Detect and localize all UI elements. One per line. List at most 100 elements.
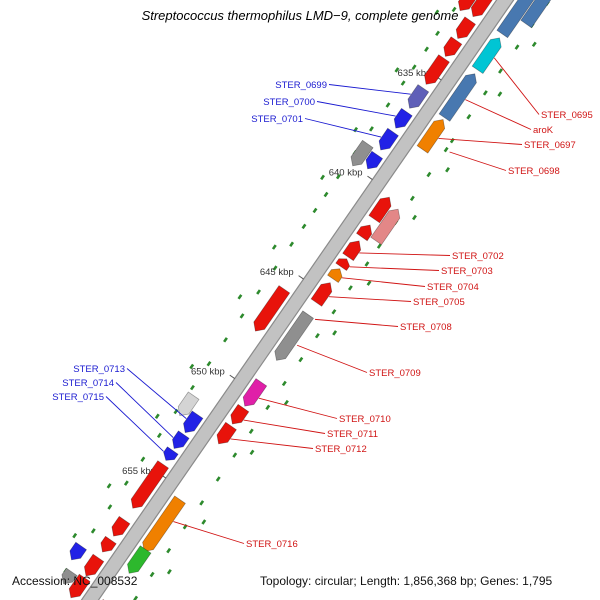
orf-mark [190,384,195,391]
orf-mark [298,356,304,363]
label-leader-line [115,382,174,438]
gene-arrow [470,0,493,18]
orf-mark [366,280,372,286]
gene-arrow [350,139,374,167]
scale-tick-label: 650 kbp [191,367,225,378]
label-leader-line [438,138,523,145]
orf-mark [106,483,112,489]
orf-mark [498,68,503,74]
orf-mark [400,80,406,86]
orf-mark [411,64,417,70]
orf-mark [283,399,289,406]
gene-STER_0697 [416,119,446,154]
label-leader-line [329,296,412,302]
orf-mark [347,285,353,291]
gene-label-STER_0702: STER_0702 [452,251,504,262]
gene-STER_0709 [274,310,314,361]
label-leader-line [449,151,507,171]
orf-mark [314,332,320,339]
label-leader-line [493,57,540,115]
gene-arrow [69,541,87,561]
label-leader-line [359,252,451,256]
orf-mark [206,360,212,367]
genome-track-edge [97,0,515,600]
scale-tick [298,275,304,280]
gene-STER_0714 [172,430,190,449]
orf-mark [289,241,295,248]
orf-mark [331,309,337,315]
gene-label-STER_0709: STER_0709 [369,368,421,379]
orf-mark [364,261,370,267]
gene-arrow [365,150,384,170]
footer-stats: Topology: circular; Length: 1,856,368 bp… [260,574,553,588]
orf-mark [376,243,382,249]
gene-label-STER_0705: STER_0705 [413,297,465,308]
gene-arrow [61,567,78,585]
gene-label-STER_0695: STER_0695 [541,110,593,121]
orf-mark [272,265,278,271]
orf-mark [443,146,449,153]
gene-arrow [356,224,373,242]
orf-mark [239,313,245,319]
orf-mark [394,67,400,73]
orf-mark [412,214,417,221]
orf-mark [466,114,472,120]
gene-STER_0713 [183,410,204,434]
gene-label-STER_0708: STER_0708 [400,322,452,333]
gene-label-STER_0715: STER_0715 [52,392,104,403]
label-leader-line [258,397,338,419]
orf-mark [531,41,537,48]
orf-mark [156,432,162,439]
orf-mark [123,480,129,486]
gene-STER_0704 [327,268,343,283]
gene-label-STER_0699: STER_0699 [275,80,327,91]
gene-arrow [458,0,476,12]
label-leader-line [243,419,326,434]
gene-label-STER_0712: STER_0712 [315,444,367,455]
gene-arrow [455,16,476,39]
orf-mark [335,173,341,180]
gene-STER_0710 [242,378,268,407]
gene-label-STER_0701: STER_0701 [251,114,303,125]
gene-STER_0708 [253,285,291,332]
gene-label-STER_0710: STER_0710 [339,414,391,425]
gene-arrow [130,460,169,509]
gene-arrow [520,0,552,29]
gene-label-STER_0703: STER_0703 [441,266,493,277]
gene-arrow [68,573,91,599]
orf-mark [133,595,139,600]
label-leader-line [328,84,411,95]
gene-STER_0699 [407,84,430,109]
label-leader-line [465,99,532,130]
label-leader-line [126,368,187,419]
orf-mark [223,337,228,343]
genome-track-edge [80,0,498,600]
label-leader-line [349,266,440,271]
orf-mark [189,363,195,370]
orf-mark [166,569,172,575]
gene-arrow [370,208,401,246]
orf-mark [149,571,155,578]
gene-STER_0695 [471,37,502,74]
orf-mark [199,500,205,506]
gene-STER_0701 [378,127,399,151]
gene-arrow [443,36,463,57]
orf-mark [166,547,172,554]
orf-mark [451,6,457,13]
gene-STER_0715 [163,446,179,461]
orf-mark [271,244,277,250]
orf-mark [301,223,307,230]
scale-tick-label: 635 kbp [398,68,432,79]
label-leader-line [173,521,245,544]
gene-label-STER_0697: STER_0697 [524,140,576,151]
orf-mark [323,191,329,198]
orf-mark [369,126,374,132]
gene-arrow [177,391,200,417]
orf-mark [140,456,146,462]
gene-STER_0705 [310,282,333,307]
orf-mark [215,476,221,482]
orf-mark [249,449,255,456]
gene-STER_0703 [335,258,350,271]
orf-mark [154,413,160,419]
orf-mark [445,166,450,173]
